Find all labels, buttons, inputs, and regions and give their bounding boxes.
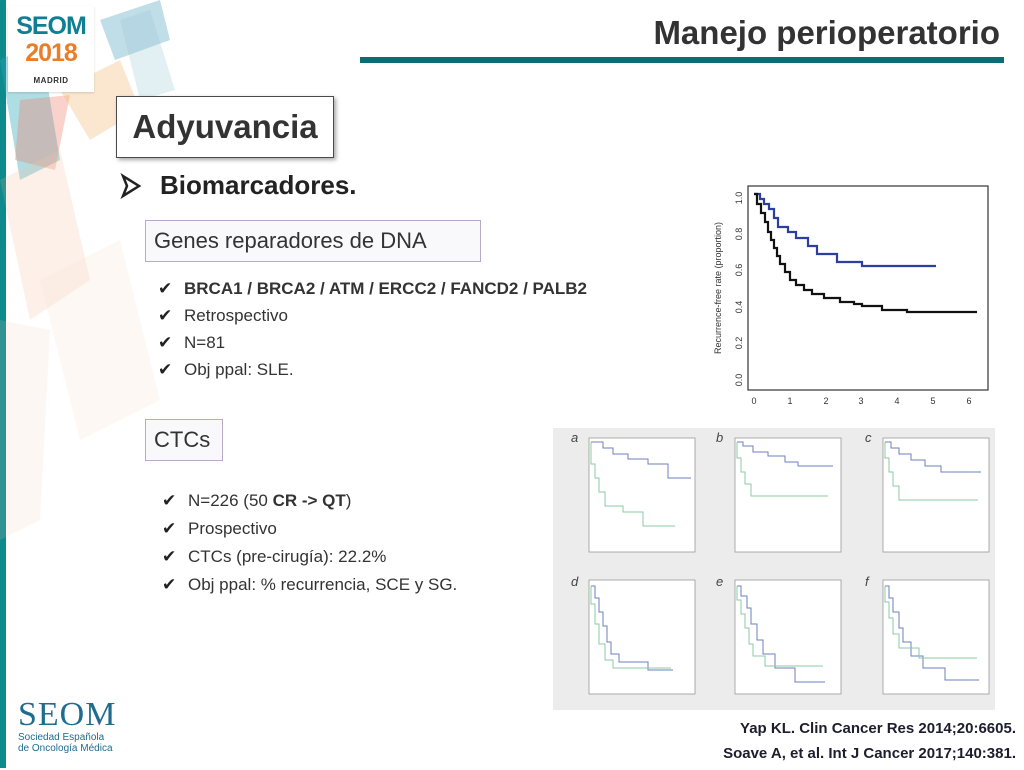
genes-box: Genes reparadores de DNA bbox=[145, 220, 481, 262]
check-icon: ✔ bbox=[162, 519, 177, 538]
km-ytick: 1.0 bbox=[734, 192, 744, 205]
check-icon: ✔ bbox=[162, 491, 177, 510]
list-item-text: Obj ppal: % recurrencia, SCE y SG. bbox=[188, 575, 458, 594]
km-curve-figure: Recurrence-free rate (proportion) 0.0 0.… bbox=[713, 185, 989, 406]
km-plot-frame bbox=[747, 185, 989, 391]
genes-list: ✔ BRCA1 / BRCA2 / ATM / ERCC2 / FANCD2 / … bbox=[158, 279, 587, 387]
reference-line: Soave A, et al. Int J Cancer 2017;140:38… bbox=[723, 745, 1016, 762]
km-xtick: 5 bbox=[930, 396, 935, 406]
list-item-text: N=81 bbox=[184, 333, 226, 352]
list-item: ✔ Obj ppal: SLE. bbox=[158, 360, 587, 387]
list-item: ✔ N=81 bbox=[158, 333, 587, 360]
reference-line: Yap KL. Clin Cancer Res 2014;20:6605. bbox=[740, 720, 1016, 737]
list-item-text: Obj ppal: SLE. bbox=[184, 360, 294, 379]
km-ytick: 0.0 bbox=[734, 374, 744, 387]
panel-letter: f bbox=[865, 574, 870, 589]
list-item: ✔ Obj ppal: % recurrencia, SCE y SG. bbox=[162, 575, 457, 603]
km-xtick: 2 bbox=[823, 396, 828, 406]
list-item-text: BRCA1 / BRCA2 / ATM / ERCC2 / FANCD2 / P… bbox=[184, 279, 588, 298]
panel-letter: e bbox=[716, 574, 723, 589]
list-item: ✔ Retrospectivo bbox=[158, 306, 587, 333]
list-item-bold: CR -> QT bbox=[272, 491, 346, 510]
check-icon: ✔ bbox=[158, 306, 173, 325]
section-heading: Adyuvancia bbox=[116, 96, 334, 158]
seom-2018-logo: SEOM 2018 MADRID bbox=[8, 6, 94, 92]
check-icon: ✔ bbox=[158, 279, 173, 298]
seom-society-logo: SEOM Sociedad Española de Oncología Médi… bbox=[18, 696, 117, 755]
ctcs-box: CTCs bbox=[145, 419, 223, 461]
list-item: ✔ CTCs (pre-cirugía): 22.2% bbox=[162, 547, 457, 575]
references: Yap KL. Clin Cancer Res 2014;20:6605. So… bbox=[723, 720, 1016, 770]
panel-letter: d bbox=[571, 574, 579, 589]
arrow-bullet-icon bbox=[120, 173, 142, 199]
km-curve-black bbox=[754, 192, 977, 314]
list-item-text: Retrospectivo bbox=[184, 306, 288, 325]
logo-line-3: MADRID bbox=[33, 76, 69, 85]
km-xtick: 1 bbox=[787, 396, 792, 406]
panel-letter: b bbox=[716, 430, 723, 445]
seom-logo-word: SEOM bbox=[18, 696, 117, 733]
list-item-prefix: N=226 (50 bbox=[188, 491, 273, 510]
km-xtick: 3 bbox=[858, 396, 863, 406]
km-ylabel: Recurrence-free rate (proportion) bbox=[713, 222, 723, 354]
logo-line-1: SEOM bbox=[16, 12, 87, 40]
biomarcadores-heading: Biomarcadores. bbox=[160, 170, 357, 200]
check-icon: ✔ bbox=[158, 360, 173, 379]
km-xtick: 6 bbox=[966, 396, 971, 406]
panel-letter: a bbox=[571, 430, 578, 445]
check-icon: ✔ bbox=[162, 575, 177, 594]
list-item: ✔ Prospectivo bbox=[162, 519, 457, 547]
km-xtick: 0 bbox=[751, 396, 756, 406]
list-item-text: CTCs (pre-cirugía): 22.2% bbox=[188, 547, 387, 566]
panel-letter: c bbox=[865, 430, 872, 445]
ctcs-box-label: CTCs bbox=[154, 427, 211, 452]
check-icon: ✔ bbox=[158, 333, 173, 352]
ctc-survival-panel-figure: a b c d e f bbox=[553, 428, 995, 710]
list-item: ✔ BRCA1 / BRCA2 / ATM / ERCC2 / FANCD2 / … bbox=[158, 279, 587, 306]
seom-subtitle-line: de Oncología Médica bbox=[18, 743, 113, 754]
seom-logo-subtitle: Sociedad Española de Oncología Médica bbox=[18, 732, 116, 754]
seom-subtitle-line: Sociedad Española bbox=[18, 732, 105, 743]
title-underline bbox=[360, 57, 1004, 63]
logo-line-2: 2018 bbox=[25, 39, 78, 67]
list-item-text: Prospectivo bbox=[188, 519, 277, 538]
km-curve-blue bbox=[754, 192, 936, 268]
slide-title: Manejo perioperatorio bbox=[653, 14, 1000, 51]
check-icon: ✔ bbox=[162, 547, 177, 566]
genes-box-label: Genes reparadores de DNA bbox=[154, 228, 427, 253]
ctcs-list: ✔ N=226 (50 CR -> QT) ✔ Prospectivo ✔ CTCs … bbox=[162, 491, 457, 603]
km-ytick: 0.6 bbox=[734, 264, 744, 277]
km-ytick: 0.8 bbox=[734, 228, 744, 241]
list-item-suffix: ) bbox=[345, 491, 352, 510]
left-accent-stripe bbox=[0, 0, 6, 768]
km-ytick: 0.4 bbox=[734, 301, 744, 314]
km-ytick: 0.2 bbox=[734, 337, 744, 350]
km-xtick: 4 bbox=[894, 396, 899, 406]
list-item: ✔ N=226 (50 CR -> QT) bbox=[162, 491, 457, 519]
